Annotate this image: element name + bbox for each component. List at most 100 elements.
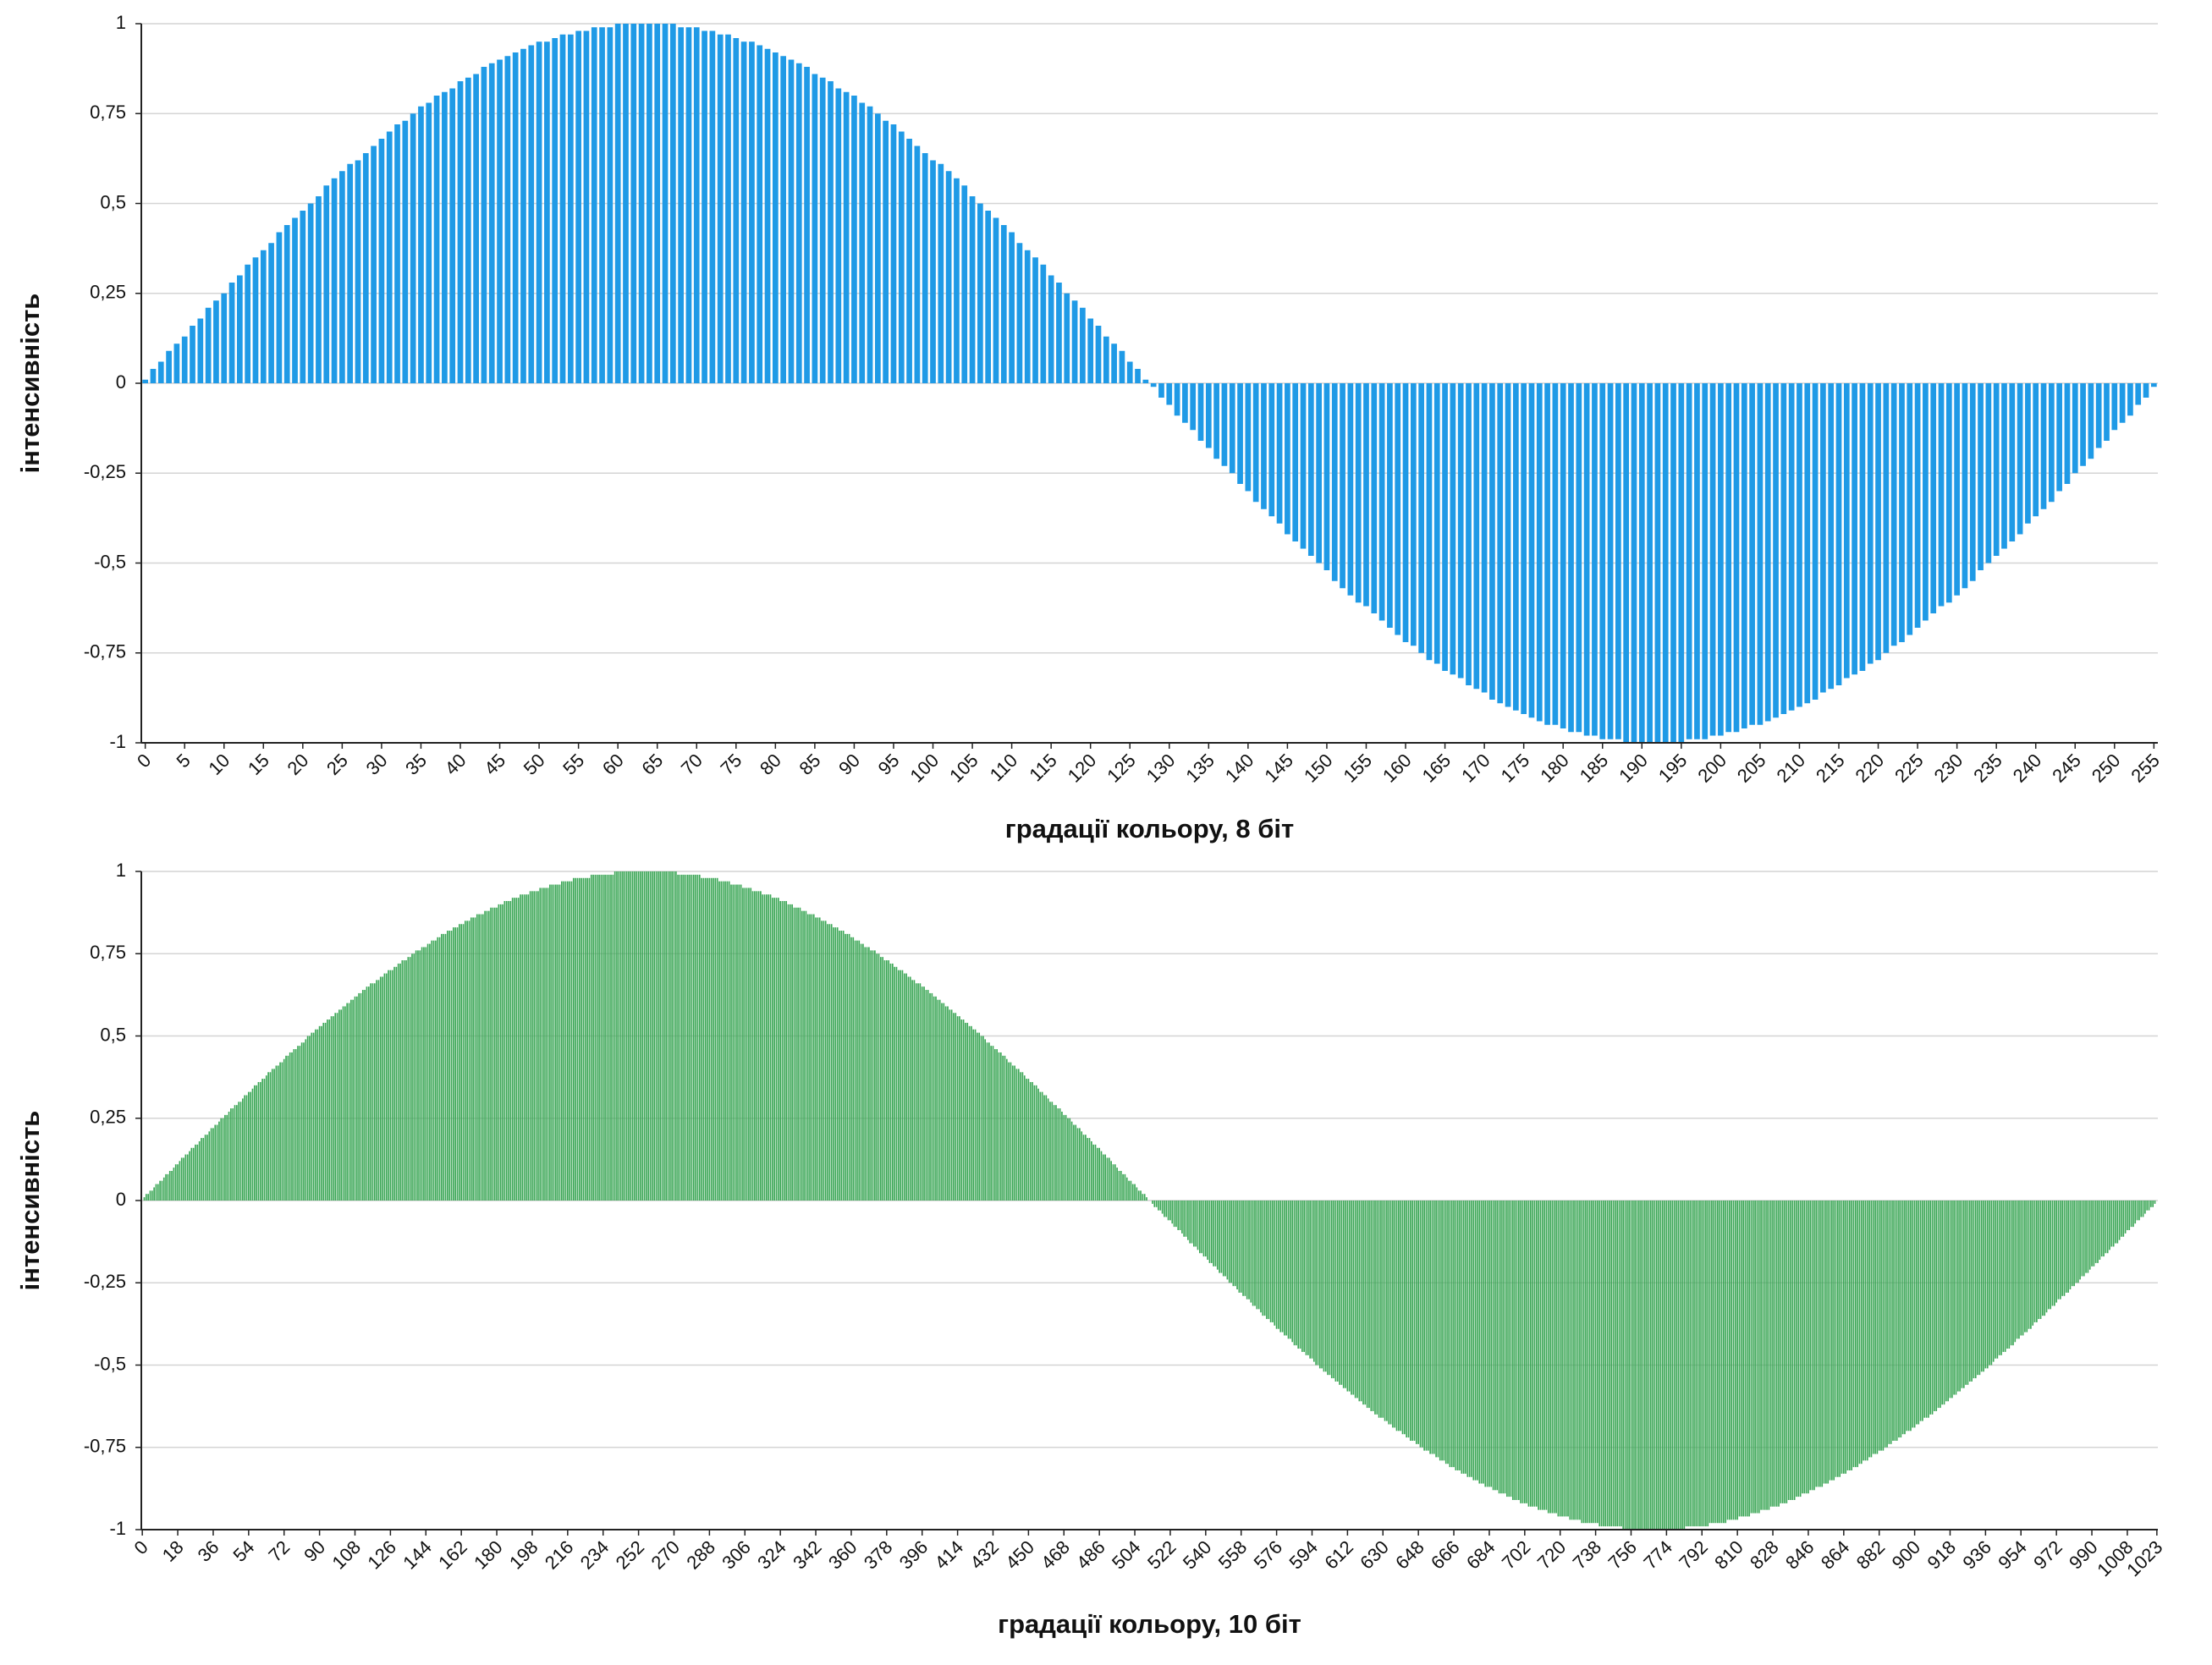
- bar: [586, 877, 588, 1201]
- bar: [1226, 1201, 1229, 1280]
- bar: [511, 898, 514, 1201]
- bar: [2008, 1201, 2011, 1349]
- bar: [2080, 383, 2086, 466]
- bar: [2112, 1201, 2115, 1247]
- bar: [724, 881, 726, 1201]
- bar: [1119, 350, 1125, 383]
- bar: [791, 904, 793, 1201]
- bar: [2127, 1201, 2128, 1231]
- bar: [1246, 1201, 1248, 1300]
- bar: [866, 947, 868, 1201]
- x-tick-label: 200: [1693, 750, 1731, 787]
- bar: [998, 1052, 1000, 1201]
- bar: [493, 907, 496, 1201]
- x-tick-label: 50: [520, 750, 549, 779]
- bar: [582, 877, 585, 1201]
- bar: [960, 1019, 963, 1201]
- bar: [523, 894, 525, 1201]
- bar: [1642, 1201, 1644, 1530]
- bar: [1592, 383, 1598, 736]
- bar: [1131, 1184, 1134, 1201]
- bar: [257, 1081, 260, 1201]
- bar: [1769, 1201, 1772, 1507]
- bar: [1496, 1201, 1499, 1491]
- bar: [316, 1029, 319, 1201]
- bar: [480, 914, 482, 1201]
- bar: [846, 933, 849, 1201]
- bar: [1307, 383, 1314, 556]
- bar: [1711, 1201, 1713, 1524]
- bar: [1654, 383, 1661, 743]
- bar: [1394, 1201, 1396, 1428]
- bar: [1748, 1201, 1750, 1517]
- bar: [1569, 1201, 1571, 1520]
- bar: [1953, 1201, 1955, 1395]
- x-tick-label: 504: [1108, 1536, 1145, 1574]
- bar: [1851, 1201, 1852, 1470]
- x-tick-label: 396: [895, 1536, 933, 1574]
- bar: [1809, 1201, 1812, 1491]
- bar: [2110, 1201, 2113, 1247]
- bar: [1626, 1201, 1628, 1530]
- bar: [1309, 1201, 1312, 1359]
- bar: [1965, 1201, 1967, 1385]
- bar: [2094, 1201, 2097, 1263]
- bar: [196, 1144, 199, 1201]
- bar: [474, 917, 476, 1201]
- bar: [205, 307, 212, 383]
- bar: [750, 887, 752, 1201]
- bar: [1079, 1128, 1081, 1201]
- bar: [2048, 1201, 2050, 1310]
- bar: [1863, 1201, 1864, 1461]
- bar: [1568, 383, 1574, 733]
- bar: [1400, 1201, 1402, 1431]
- bar: [1937, 1201, 1940, 1409]
- bar: [1128, 1180, 1130, 1201]
- bar: [722, 881, 724, 1201]
- bar: [1535, 1201, 1538, 1507]
- bar: [1064, 293, 1070, 383]
- bar: [1604, 1201, 1607, 1527]
- bar: [954, 178, 960, 383]
- bar: [544, 41, 550, 383]
- bar: [2142, 1201, 2144, 1217]
- x-tick-label: 55: [559, 750, 588, 779]
- bar: [559, 884, 561, 1201]
- x-tick-label: 130: [1142, 750, 1180, 787]
- bar: [2072, 383, 2078, 474]
- bar: [1468, 1201, 1471, 1477]
- bar: [503, 901, 506, 1201]
- bar: [316, 196, 322, 383]
- bar: [1561, 1201, 1563, 1517]
- bar: [602, 874, 604, 1201]
- bar: [751, 891, 754, 1201]
- bar: [1230, 1201, 1232, 1283]
- bar: [1433, 1201, 1435, 1454]
- bar: [1907, 1201, 1910, 1431]
- y-axis-title: інтенсивність: [15, 294, 45, 474]
- bar: [1204, 1201, 1207, 1257]
- bar: [1912, 1201, 1914, 1428]
- bar: [2033, 383, 2039, 517]
- bar: [789, 904, 791, 1201]
- bar: [1140, 1190, 1142, 1201]
- bar: [685, 874, 687, 1201]
- y-axis-title: інтенсивність: [15, 1111, 45, 1291]
- bar: [1740, 1201, 1742, 1517]
- bar: [1167, 1201, 1169, 1221]
- bar: [1949, 1201, 1951, 1398]
- bar: [1854, 1201, 1857, 1468]
- x-tick-label: 175: [1497, 750, 1534, 787]
- x-tick-label: 90: [834, 750, 864, 779]
- bar: [1104, 1154, 1106, 1201]
- bar: [401, 960, 404, 1201]
- bar: [1171, 1201, 1174, 1224]
- bar: [828, 924, 831, 1201]
- bar: [1426, 383, 1433, 661]
- bar: [1624, 1201, 1626, 1530]
- x-tick-label: 210: [1772, 750, 1809, 787]
- bar: [1456, 1201, 1459, 1470]
- bar: [1307, 1201, 1309, 1355]
- bar: [1505, 383, 1511, 707]
- bar: [1928, 1201, 1929, 1418]
